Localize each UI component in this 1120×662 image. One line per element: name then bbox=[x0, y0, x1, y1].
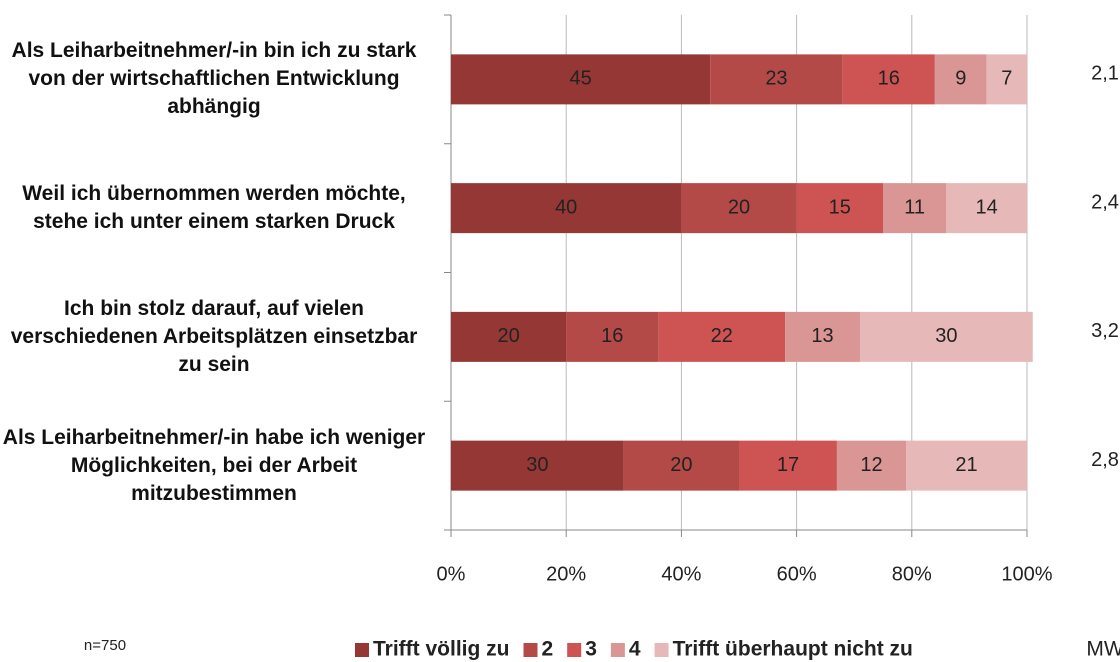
x-tick-label: 80% bbox=[892, 563, 932, 585]
data-label: 12 bbox=[860, 454, 882, 476]
x-tick-label: 20% bbox=[546, 563, 586, 585]
data-label: 13 bbox=[811, 325, 833, 347]
bar-segment bbox=[906, 440, 1027, 491]
legend-label: Trifft überhaupt nicht zu bbox=[673, 638, 913, 661]
category-label: Ich bin stolz darauf, auf vielen verschi… bbox=[10, 296, 418, 376]
data-label: 20 bbox=[670, 454, 692, 476]
bar-segment bbox=[785, 311, 860, 362]
bar-segment bbox=[451, 54, 711, 105]
mean-label: 2,8 bbox=[1091, 449, 1119, 471]
bar-segment bbox=[658, 311, 786, 362]
mean-title: MW bbox=[1086, 638, 1120, 661]
data-label: 16 bbox=[601, 325, 623, 347]
bar-segment bbox=[566, 311, 659, 362]
bar-segment bbox=[883, 183, 947, 234]
data-label: 20 bbox=[497, 325, 519, 347]
bar-segment bbox=[836, 440, 907, 491]
category-label: Als Leiharbeitnehmer/-in habe ich wenige… bbox=[2, 425, 426, 505]
data-label: 30 bbox=[526, 454, 548, 476]
mean-label: 2,4 bbox=[1091, 191, 1119, 213]
legend-swatch bbox=[523, 643, 538, 657]
bar-segment bbox=[451, 440, 624, 491]
legend-label: 3 bbox=[585, 638, 597, 661]
data-label: 11 bbox=[904, 196, 925, 218]
category-label: Weil ich übernommen werden möchte, stehe… bbox=[22, 182, 406, 234]
sample-note: n=750 bbox=[84, 637, 126, 654]
bar-segment bbox=[710, 54, 843, 105]
bar-segment bbox=[796, 183, 883, 234]
data-label: 40 bbox=[555, 196, 577, 218]
legend-swatch bbox=[654, 643, 669, 657]
bar-segment bbox=[623, 440, 739, 491]
bar-segment bbox=[842, 54, 935, 105]
x-tick-label: 40% bbox=[661, 563, 701, 585]
x-tick-label: 100% bbox=[1001, 563, 1052, 585]
data-label: 21 bbox=[955, 454, 977, 476]
legend-label: Trifft völlig zu bbox=[373, 638, 510, 661]
bar-segment bbox=[859, 311, 1033, 362]
bar-segment bbox=[681, 183, 797, 234]
bar-segment bbox=[946, 183, 1027, 234]
data-label: 15 bbox=[829, 196, 851, 218]
data-label: 7 bbox=[1001, 68, 1012, 90]
bar-segment bbox=[739, 440, 837, 491]
data-label: 17 bbox=[777, 454, 799, 476]
data-label: 20 bbox=[728, 196, 750, 218]
x-tick-label: 0% bbox=[437, 563, 466, 585]
bar-segment bbox=[451, 183, 682, 234]
bar-segment bbox=[934, 54, 987, 105]
data-label: 14 bbox=[976, 196, 998, 218]
legend-swatch bbox=[567, 643, 582, 657]
data-label: 22 bbox=[711, 325, 733, 347]
category-label: Als Leiharbeitnehmer/-in bin ich zu star… bbox=[11, 39, 417, 119]
legend-label: 2 bbox=[542, 638, 554, 661]
legend-swatch bbox=[355, 643, 369, 657]
x-tick-label: 60% bbox=[777, 563, 817, 585]
legend-label: 4 bbox=[629, 638, 641, 661]
data-label: 9 bbox=[955, 68, 966, 90]
data-label: 45 bbox=[569, 68, 591, 90]
mean-label: 2,1 bbox=[1091, 63, 1119, 85]
bar-segment bbox=[986, 54, 1027, 105]
data-label: 23 bbox=[765, 68, 787, 90]
legend-swatch bbox=[610, 643, 625, 657]
data-label: 16 bbox=[878, 68, 900, 90]
mean-label: 3,2 bbox=[1091, 320, 1119, 342]
bar-segment bbox=[451, 311, 567, 362]
data-label: 30 bbox=[935, 325, 957, 347]
